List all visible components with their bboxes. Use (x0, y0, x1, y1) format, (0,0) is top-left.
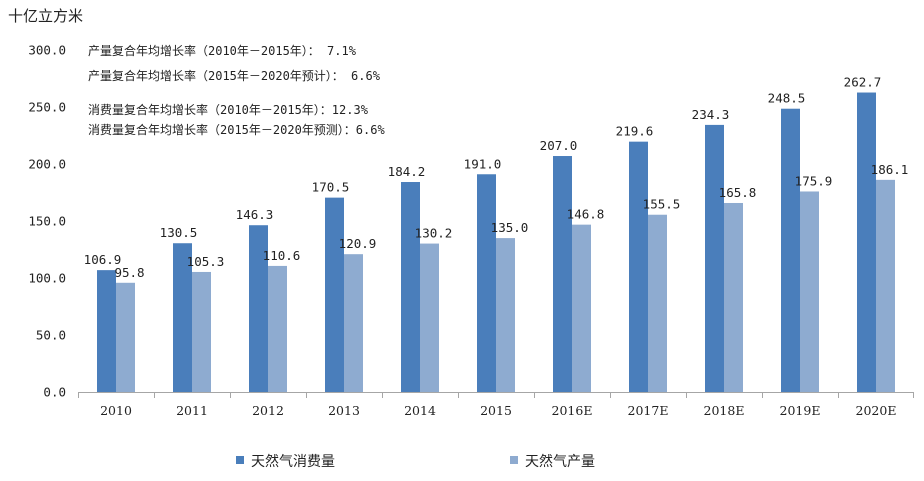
data-label-consumption: 262.7 (844, 75, 882, 90)
bar-consumption (629, 141, 648, 392)
x-tick-label: 2017E (628, 403, 669, 418)
y-tick-label: 150.0 (28, 214, 66, 229)
x-tick-label: 2020E (856, 403, 897, 418)
bar-production (572, 224, 591, 392)
bar-production (496, 238, 515, 392)
bar-consumption (553, 156, 572, 392)
data-label-consumption: 219.6 (616, 124, 654, 139)
x-tick-label: 2015 (480, 403, 512, 418)
bar-production (800, 191, 819, 392)
annotation-line-1: 产量复合年均增长率（2010年－2015年）： 7.1% (88, 43, 357, 58)
annotations: 产量复合年均增长率（2010年－2015年）： 7.1% 产量复合年均增长率（2… (88, 43, 385, 137)
legend-swatch-production (510, 456, 518, 464)
data-label-production: 186.1 (871, 162, 909, 177)
bar-consumption (857, 92, 876, 392)
data-label-consumption: 248.5 (768, 91, 806, 106)
bar-production (192, 271, 211, 392)
annotation-line-3: 消费量复合年均增长率（2010年－2015年）：12.3% (88, 102, 369, 117)
data-label-consumption: 207.0 (540, 138, 578, 153)
data-label-production: 95.8 (114, 265, 144, 280)
data-label-production: 135.0 (491, 220, 529, 235)
bar-production (344, 254, 363, 392)
data-label-consumption: 106.9 (84, 252, 122, 267)
bars-group: 106.995.8 130.5 105.3 146.3 110.6 170.5 120.9 1… (84, 75, 909, 393)
data-label-consumption: 130.5 (160, 225, 198, 240)
bar-production (876, 179, 895, 392)
annotation-line-2: 产量复合年均增长率（2015年－2020年预计）： 6.6% (88, 68, 381, 83)
x-tick-label: 2014 (404, 403, 436, 418)
y-tick-label: 100.0 (28, 271, 66, 286)
legend: 天然气消费量 天然气产量 (236, 453, 595, 470)
data-label-consumption: 146.3 (236, 207, 274, 222)
x-tick-label: 2018E (704, 403, 745, 418)
bar-production (648, 214, 667, 392)
y-axis-unit-label: 十亿立方米 (8, 7, 83, 25)
bar-consumption (249, 225, 268, 392)
data-label-consumption: 234.3 (692, 107, 730, 122)
x-tick-label: 2013 (328, 403, 360, 418)
annotation-line-4: 消费量复合年均增长率（2015年－2020年预测）：6.6% (88, 122, 385, 137)
bar-consumption (477, 174, 496, 392)
x-tick-label: 2010 (100, 403, 132, 418)
y-tick-label: 50.0 (36, 328, 66, 343)
y-tick-label: 300.0 (28, 43, 66, 58)
data-label-production: 120.9 (339, 236, 377, 251)
data-label-consumption: 170.5 (312, 180, 350, 195)
y-tick-label: 250.0 (28, 100, 66, 115)
bar-production (116, 282, 135, 392)
data-label-production: 110.6 (263, 248, 301, 263)
data-label-production: 165.8 (719, 185, 757, 200)
bar-consumption (325, 197, 344, 392)
data-label-production: 146.8 (567, 207, 605, 222)
x-tick-label: 2012 (252, 403, 284, 418)
bar-consumption (97, 270, 116, 392)
data-label-production: 105.3 (187, 254, 225, 269)
y-tick-label: 200.0 (28, 157, 66, 172)
y-tick-label: 0.0 (43, 385, 66, 400)
legend-label-production: 天然气产量 (525, 453, 595, 470)
bar-production (268, 265, 287, 392)
legend-swatch-consumption (236, 456, 244, 464)
y-axis-ticks: 0.0 50.0 100.0 150.0 200.0 250.0 300.0 (28, 43, 66, 400)
x-tick-label: 2011 (176, 403, 208, 418)
bar-consumption (705, 124, 724, 392)
bar-production (420, 243, 439, 392)
x-axis-labels: 2010 2011 2012 2013 2014 2015 2016E 2017E 2018E 2… (78, 392, 914, 418)
data-label-production: 175.9 (795, 173, 833, 188)
data-label-production: 155.5 (643, 197, 681, 212)
data-label-production: 130.2 (415, 226, 453, 241)
data-label-consumption: 191.0 (464, 156, 502, 171)
bar-consumption (401, 182, 420, 392)
bar-consumption (781, 108, 800, 393)
bar-production (724, 202, 743, 392)
x-tick-label: 2019E (780, 403, 821, 418)
data-label-consumption: 184.2 (388, 164, 426, 179)
bar-consumption (173, 243, 192, 392)
legend-label-consumption: 天然气消费量 (251, 453, 335, 470)
x-tick-label: 2016E (552, 403, 593, 418)
